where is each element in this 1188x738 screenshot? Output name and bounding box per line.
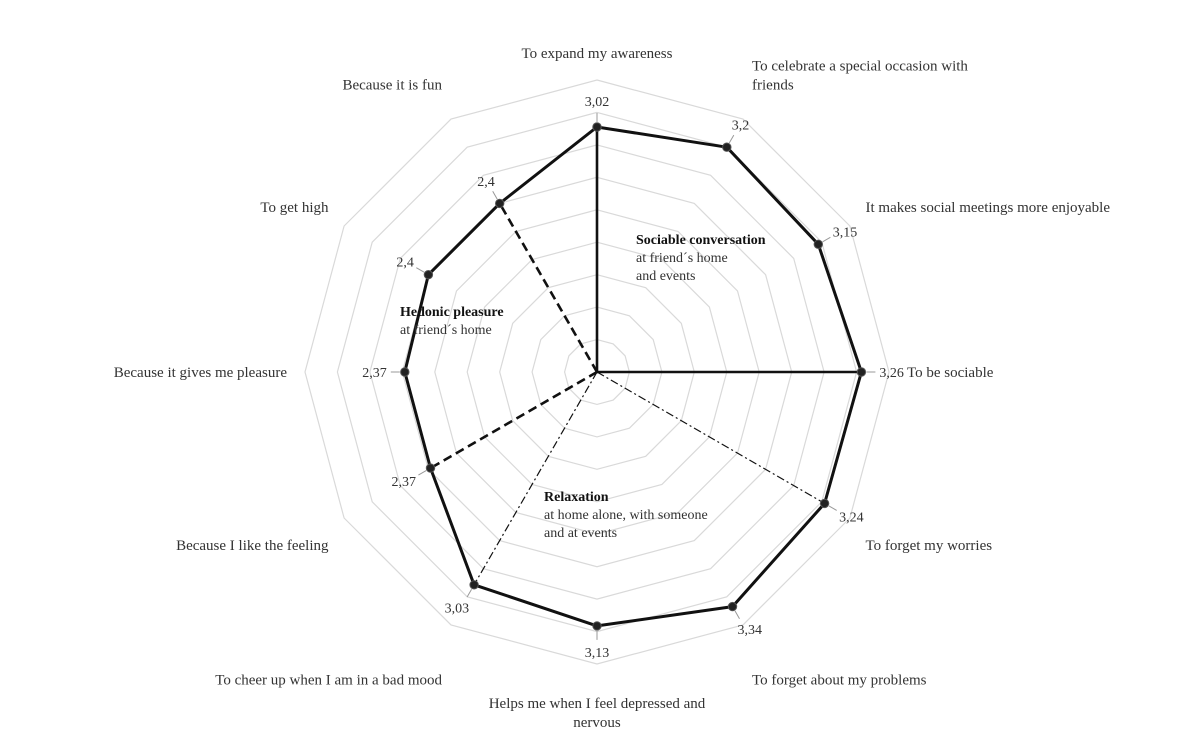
grid-ring (531, 306, 663, 438)
category-label: To forget my worries (866, 538, 993, 554)
group-subtitle: at friend´s home (636, 251, 728, 266)
group-title: Hedonic pleasure (400, 305, 504, 320)
category-label: Because I like the feeling (176, 538, 329, 554)
data-point (423, 270, 434, 280)
value-leader-line (416, 267, 425, 273)
series-line (403, 125, 863, 628)
category-label: To cheer up when I am in a bad mood (215, 673, 442, 689)
data-point (592, 122, 602, 132)
data-point (722, 142, 732, 152)
value-leader-line (492, 191, 498, 200)
category-label: friends (752, 78, 794, 94)
category-label: To forget about my problems (752, 673, 927, 689)
value-label: 2,4 (396, 256, 414, 271)
data-point (400, 367, 410, 377)
value-label: 3,15 (833, 225, 858, 240)
data-point (856, 367, 867, 377)
group-subtitle: at home alone, with someone (544, 508, 708, 523)
value-leader-line (828, 505, 837, 511)
label-layer: 3,02 3,2 3,15 3,26 3,24 3,34 3,13 3,03 2,37 2,37 2… (114, 46, 1111, 731)
group-title: Relaxation (544, 490, 609, 505)
category-label: Helps me when I feel depressed and (489, 696, 706, 712)
category-label: To get high (260, 200, 329, 216)
grid-ring (434, 209, 760, 535)
value-leader-line (822, 236, 831, 243)
series-layer (400, 122, 867, 631)
group-subtitle: and events (636, 269, 695, 284)
value-label: 2,37 (392, 475, 417, 490)
group-divider-line (498, 202, 599, 373)
value-label: 3,02 (585, 95, 610, 110)
data-point (819, 498, 830, 509)
group-divider-line (596, 371, 825, 504)
value-label: 3,13 (585, 646, 610, 661)
value-label: 3,2 (732, 119, 750, 134)
grid-layer (304, 79, 890, 665)
grid-ring (369, 144, 825, 600)
group-label-layer: Sociable conversation at friend´s home and… (400, 233, 766, 541)
grid-ring (563, 338, 631, 406)
category-label: It makes social meetings more enjoyable (866, 200, 1111, 216)
value-leader-line (728, 134, 735, 144)
category-label: To be sociable (907, 365, 994, 381)
group-divider-line (473, 371, 598, 586)
group-title: Sociable conversation (636, 233, 766, 248)
value-label: 3,34 (738, 623, 763, 638)
data-point (592, 621, 602, 631)
data-point (425, 463, 436, 473)
value-leader-line (418, 470, 427, 476)
value-label: 3,26 (879, 366, 904, 381)
value-leader-line (466, 588, 473, 598)
data-point (727, 601, 738, 612)
value-leader-line (734, 610, 740, 619)
group-subtitle: and at events (544, 526, 617, 541)
value-label: 2,37 (362, 366, 387, 381)
category-label: Because it gives me pleasure (114, 365, 288, 381)
grid-ring (499, 274, 695, 470)
value-label: 3,24 (839, 510, 864, 525)
data-point (495, 198, 505, 209)
grid-ring (466, 241, 728, 503)
category-label: nervous (573, 715, 621, 731)
category-label: To celebrate a special occasion with (752, 59, 968, 75)
group-divider-layer (429, 127, 862, 586)
category-label: To expand my awareness (522, 46, 673, 62)
group-divider-line (429, 370, 598, 470)
value-label: 2,4 (477, 175, 495, 190)
value-label: 3,03 (445, 601, 470, 616)
category-label: Because it is fun (342, 78, 442, 94)
data-point (469, 580, 479, 590)
group-subtitle: at friend´s home (400, 323, 492, 338)
data-point (813, 239, 823, 250)
grid-ring (304, 79, 890, 665)
